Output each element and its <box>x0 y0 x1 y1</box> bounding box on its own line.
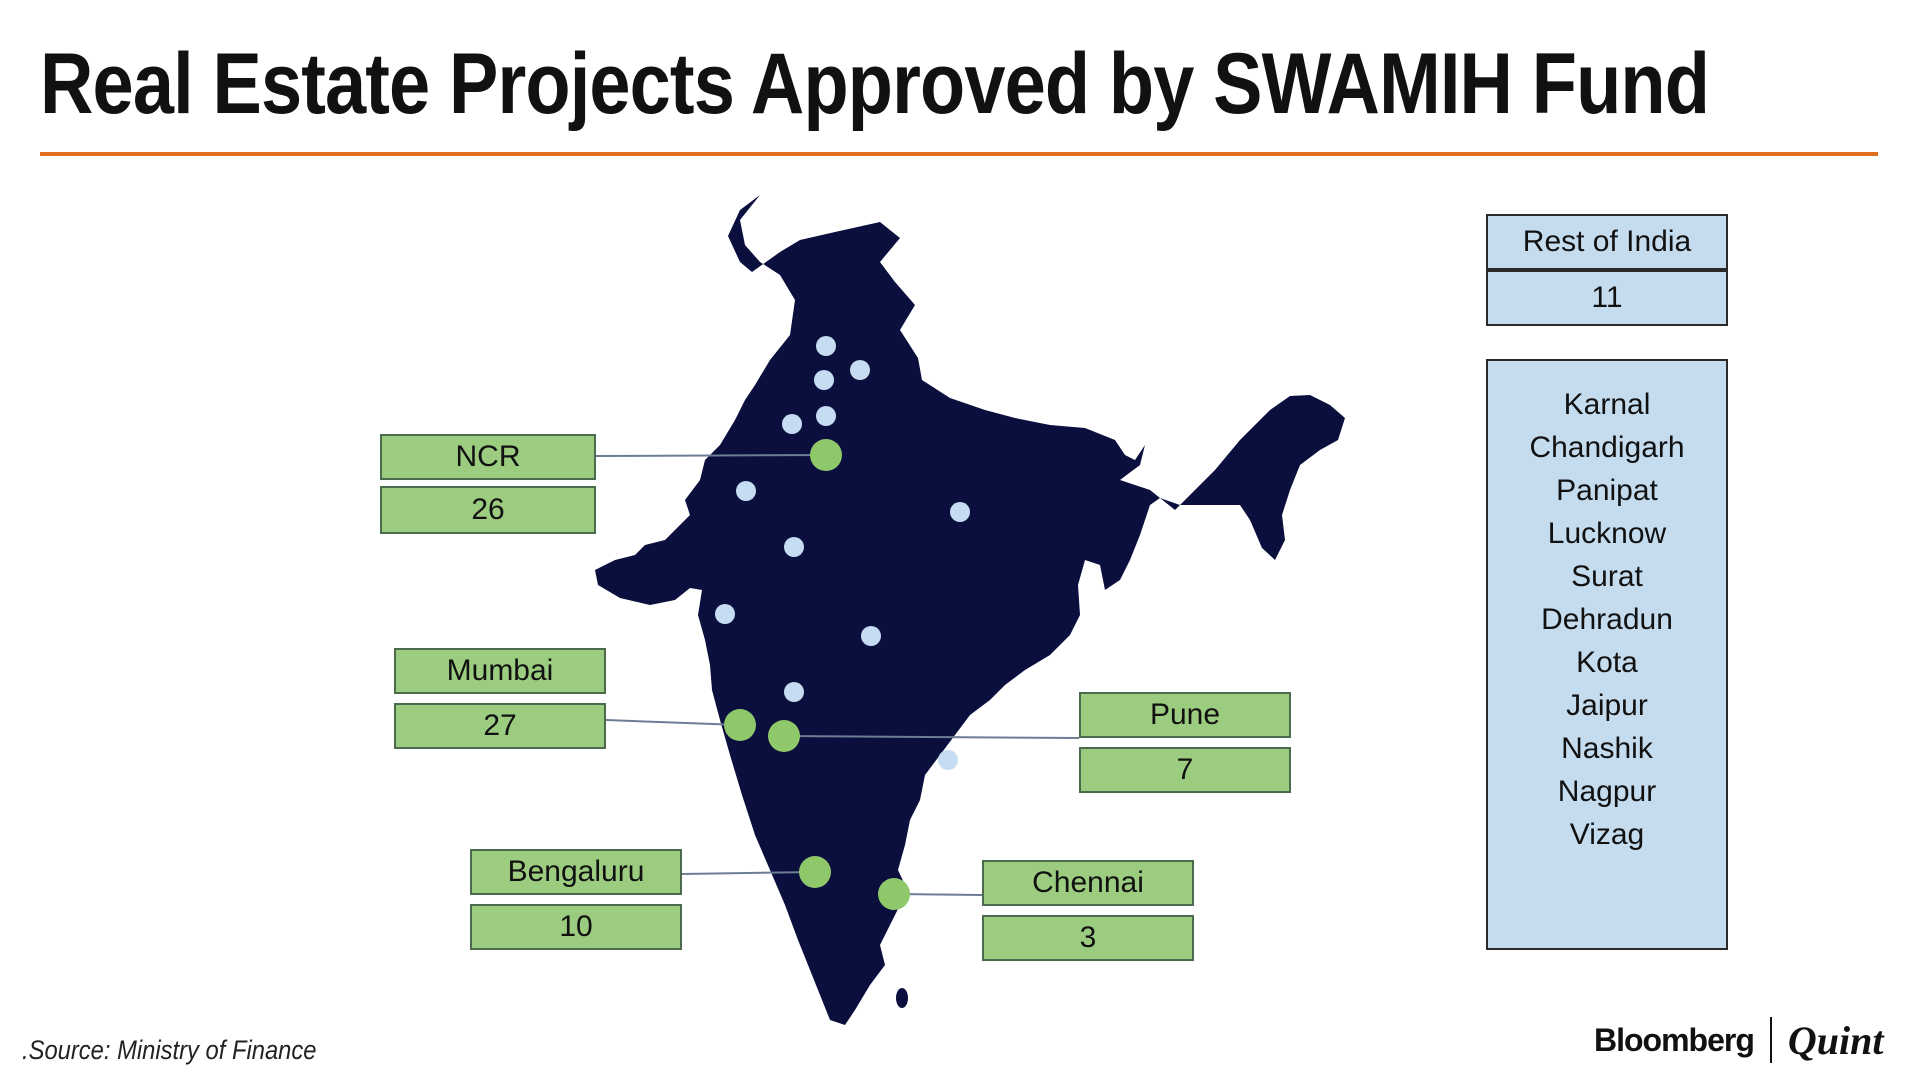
other-city-dot <box>782 414 802 434</box>
mumbai-count: 27 <box>394 703 606 749</box>
city-list-item: Panipat <box>1556 474 1658 507</box>
pune-dot <box>768 720 800 752</box>
chennai-label: Chennai <box>982 860 1194 906</box>
pune-count: 7 <box>1079 747 1291 793</box>
bengaluru-count: 10 <box>470 904 682 950</box>
city-list-item: Dehradun <box>1541 603 1673 636</box>
ncr-count: 26 <box>380 486 596 534</box>
other-city-dot <box>816 406 836 426</box>
callout-arrows <box>595 454 1080 896</box>
major-city-dots <box>724 439 910 910</box>
city-list-item: Nashik <box>1561 732 1653 765</box>
bengaluru-dot <box>799 856 831 888</box>
rest-of-india-count: 11 <box>1486 270 1728 326</box>
city-list-item: Jaipur <box>1566 689 1648 722</box>
brand-separator <box>1769 1017 1772 1063</box>
other-city-dot <box>736 481 756 501</box>
pune-label: Pune <box>1079 692 1291 738</box>
city-list-item: Karnal <box>1563 388 1651 421</box>
callout-arrow <box>783 735 1080 739</box>
other-city-dot <box>950 502 970 522</box>
other-city-dot <box>784 682 804 702</box>
mumbai-label: Mumbai <box>394 648 606 694</box>
city-list-item: Vizag <box>1569 818 1645 851</box>
city-list-item: Nagpur <box>1557 775 1657 808</box>
other-city-dot <box>816 336 836 356</box>
rest-of-india-label: Rest of India <box>1486 214 1728 270</box>
callout-arrow <box>681 871 816 875</box>
city-list-item: Lucknow <box>1547 517 1667 550</box>
page-title: Real Estate Projects Approved by SWAMIH … <box>40 36 1710 132</box>
chennai-count: 3 <box>982 915 1194 961</box>
other-city-dot <box>850 360 870 380</box>
india-outline <box>595 195 1345 1025</box>
chennai-dot <box>878 878 910 910</box>
city-list-item: Chandigarh <box>1529 431 1685 464</box>
other-city-dot <box>861 626 881 646</box>
brand-bloomberg: Bloomberg <box>1594 1021 1755 1058</box>
source-note: .Source: Ministry of Finance <box>22 1035 317 1065</box>
mumbai-dot <box>724 709 756 741</box>
brand-quint: Quint <box>1787 1017 1884 1063</box>
other-city-dots <box>715 336 970 770</box>
callout-arrow <box>605 719 741 726</box>
sri-lanka <box>896 988 908 1008</box>
other-city-dot <box>784 537 804 557</box>
ncr-dot <box>810 439 842 471</box>
city-list-item: Kota <box>1576 646 1638 679</box>
rest-of-india-city-list: Karnal Chandigarh Panipat Lucknow Surat … <box>1486 359 1728 950</box>
title-underline <box>40 152 1878 156</box>
brand-logo: Bloomberg Quint <box>1594 1015 1884 1065</box>
callout-arrow <box>595 454 827 457</box>
city-list-item: Surat <box>1571 560 1643 593</box>
other-city-dot <box>715 604 735 624</box>
other-city-dot <box>938 750 958 770</box>
bengaluru-label: Bengaluru <box>470 849 682 895</box>
other-city-dot <box>814 370 834 390</box>
ncr-label: NCR <box>380 434 596 480</box>
